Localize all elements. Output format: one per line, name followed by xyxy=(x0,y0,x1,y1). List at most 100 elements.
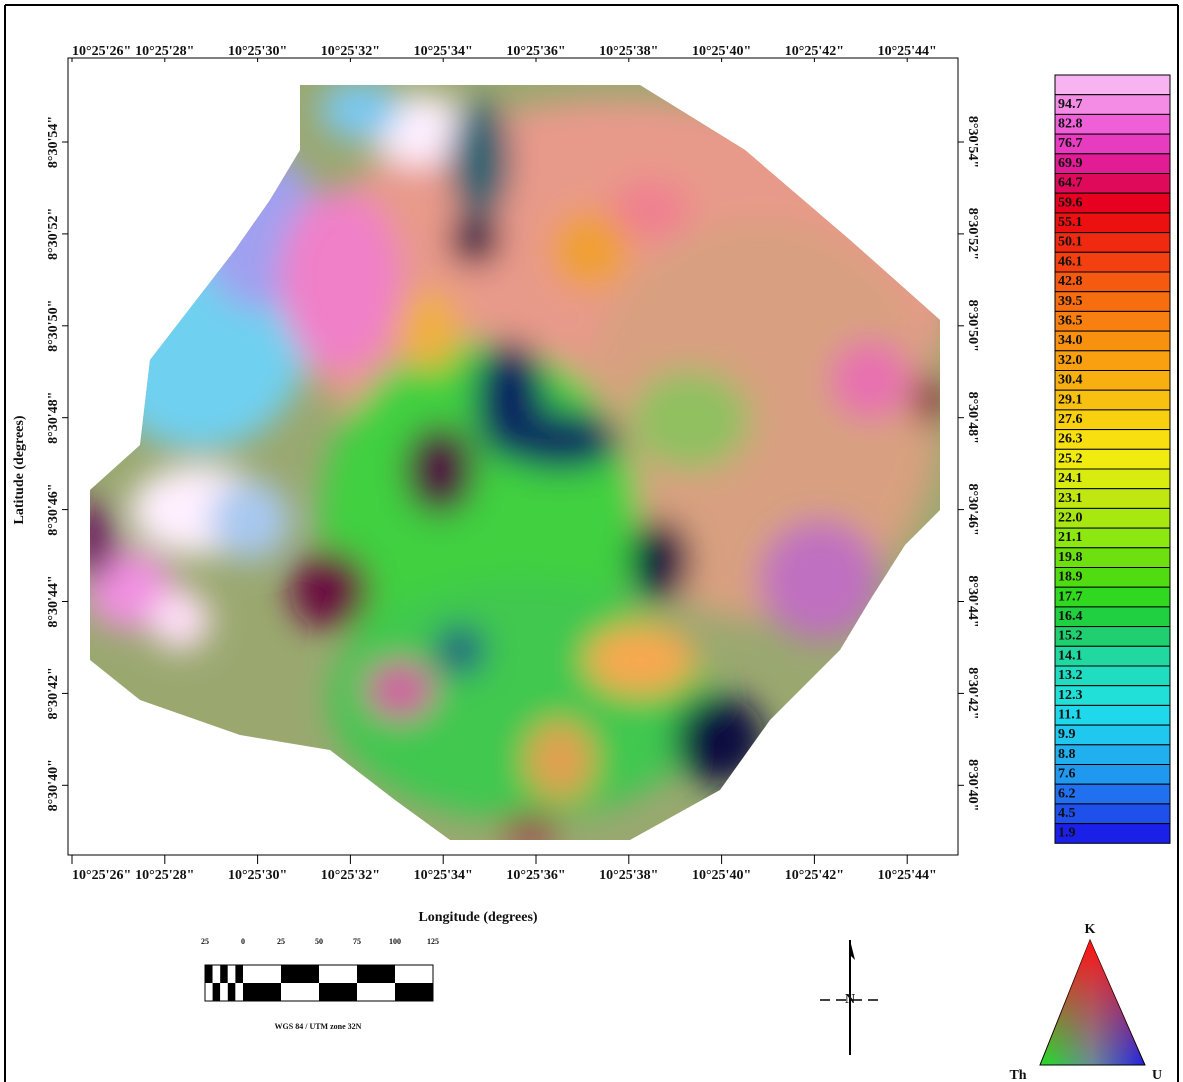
legend: 94.782.876.769.964.759.655.150.146.142.8… xyxy=(1055,75,1170,843)
scale-cell xyxy=(205,983,213,1001)
bottom-lon-label: 10°25'42" xyxy=(785,868,844,883)
legend-label: 11.1 xyxy=(1058,707,1082,722)
projection: WGS 84 / UTM zone 32N xyxy=(275,1022,362,1031)
scale-cell xyxy=(205,965,213,983)
legend-label: 26.3 xyxy=(1058,432,1083,447)
scale-cell xyxy=(395,965,433,983)
left-lat-label: 8°30'50" xyxy=(46,300,61,352)
legend-label: 29.1 xyxy=(1058,392,1083,407)
right-lat-label: 8°30'50" xyxy=(965,300,980,352)
bottom-lon-label: 10°25'44" xyxy=(878,868,937,883)
legend-label: 24.1 xyxy=(1058,471,1083,486)
left-lat-label: 8°30'48" xyxy=(46,392,61,444)
scale-label: 25 xyxy=(201,937,209,946)
page: 10°25'26"10°25'26"10°25'28"10°25'28"10°2… xyxy=(0,0,1183,1082)
legend-label: 76.7 xyxy=(1058,136,1083,151)
scale-label: 50 xyxy=(315,937,323,946)
legend-label: 18.9 xyxy=(1058,570,1083,585)
north-label: N xyxy=(845,992,855,1007)
legend-label: 59.6 xyxy=(1058,195,1083,210)
left-lat-label: 8°30'52" xyxy=(46,208,61,260)
bottom-lon-label: 10°25'34" xyxy=(414,868,473,883)
legend-label: 69.9 xyxy=(1058,156,1083,171)
top-lon-label: 10°25'26" xyxy=(72,44,131,59)
legend-label: 14.1 xyxy=(1058,648,1083,663)
legend-label: 21.1 xyxy=(1058,530,1083,545)
legend-label: 6.2 xyxy=(1058,786,1076,801)
scale-cell xyxy=(243,965,281,983)
left-lat-label: 8°30'46" xyxy=(46,483,61,535)
legend-label: 19.8 xyxy=(1058,550,1083,565)
top-lon-label: 10°25'30" xyxy=(228,44,287,59)
legend-label: 8.8 xyxy=(1058,747,1076,762)
right-lat-label: 8°30'46" xyxy=(965,483,980,535)
top-lon-label: 10°25'38" xyxy=(599,44,658,59)
legend-label: 12.3 xyxy=(1058,688,1083,703)
scale-cell xyxy=(357,983,395,1001)
legend-label: 34.0 xyxy=(1058,333,1083,348)
scale-cell xyxy=(235,965,243,983)
right-lat-label: 8°30'48" xyxy=(965,392,980,444)
legend-label: 15.2 xyxy=(1058,629,1083,644)
scale-cell xyxy=(395,983,433,1001)
legend-label: 9.9 xyxy=(1058,727,1076,742)
scale-label: 0 xyxy=(241,937,245,946)
legend-label: 42.8 xyxy=(1058,274,1083,289)
top-lon-label: 10°25'36" xyxy=(506,44,565,59)
legend-swatch xyxy=(1055,75,1170,95)
legend-label: 64.7 xyxy=(1058,176,1083,191)
legend-label: 39.5 xyxy=(1058,294,1083,309)
legend-label: 36.5 xyxy=(1058,313,1083,328)
scale-cell xyxy=(213,965,221,983)
left-lat-label: 8°30'40" xyxy=(46,759,61,811)
top-lon-label: 10°25'42" xyxy=(785,44,844,59)
legend-label: 50.1 xyxy=(1058,235,1083,250)
legend-label: 1.9 xyxy=(1058,826,1076,841)
ternary-top: K xyxy=(1085,922,1096,937)
legend-label: 25.2 xyxy=(1058,451,1083,466)
legend-label: 7.6 xyxy=(1058,767,1076,782)
scale-label: 75 xyxy=(353,937,361,946)
top-lon-label: 10°25'40" xyxy=(692,44,751,59)
scale-label: 100 xyxy=(389,937,401,946)
north-arrow: N xyxy=(820,940,880,1055)
legend-label: 55.1 xyxy=(1058,215,1083,230)
left-lat-label: 8°30'42" xyxy=(46,667,61,719)
x-axis-title: Longitude (degrees) xyxy=(418,910,537,925)
legend-label: 82.8 xyxy=(1058,116,1083,131)
top-lon-label: 10°25'34" xyxy=(414,44,473,59)
legend-label: 30.4 xyxy=(1058,373,1083,388)
scale-cell xyxy=(220,983,228,1001)
ternary-left: Th xyxy=(1009,1068,1026,1082)
right-lat-label: 8°30'52" xyxy=(965,208,980,260)
legend-label: 13.2 xyxy=(1058,668,1083,683)
bottom-lon-label: 10°25'32" xyxy=(321,868,380,883)
right-lat-label: 8°30'42" xyxy=(965,667,980,719)
scale-cell xyxy=(213,983,221,1001)
scale-cell xyxy=(228,983,236,1001)
left-lat-label: 8°30'44" xyxy=(46,575,61,627)
scale-cell xyxy=(319,965,357,983)
legend-label: 46.1 xyxy=(1058,254,1083,269)
scale-cell xyxy=(319,983,357,1001)
legend-label: 23.1 xyxy=(1058,491,1083,506)
scale-label: 125 xyxy=(427,937,439,946)
legend-label: 27.6 xyxy=(1058,412,1083,427)
scale-cell xyxy=(243,983,281,1001)
ternary-triangle: K Th U xyxy=(1009,922,1162,1082)
scale-cell xyxy=(281,983,319,1001)
bottom-lon-label: 10°25'38" xyxy=(599,868,658,883)
bottom-lon-label: 10°25'40" xyxy=(692,868,751,883)
scale-cell xyxy=(228,965,236,983)
legend-label: 32.0 xyxy=(1058,353,1083,368)
top-lon-label: 10°25'44" xyxy=(878,44,937,59)
bottom-lon-label: 10°25'26" xyxy=(72,868,131,883)
right-lat-label: 8°30'40" xyxy=(965,759,980,811)
right-lat-label: 8°30'54" xyxy=(965,116,980,168)
scale-cell xyxy=(357,965,395,983)
scale-cell xyxy=(220,965,228,983)
scale-bar: 25 0 25 50 75 100 125 xyxy=(201,937,439,1001)
bottom-lon-label: 10°25'30" xyxy=(228,868,287,883)
scale-label: 25 xyxy=(277,937,285,946)
right-lat-label: 8°30'44" xyxy=(965,575,980,627)
